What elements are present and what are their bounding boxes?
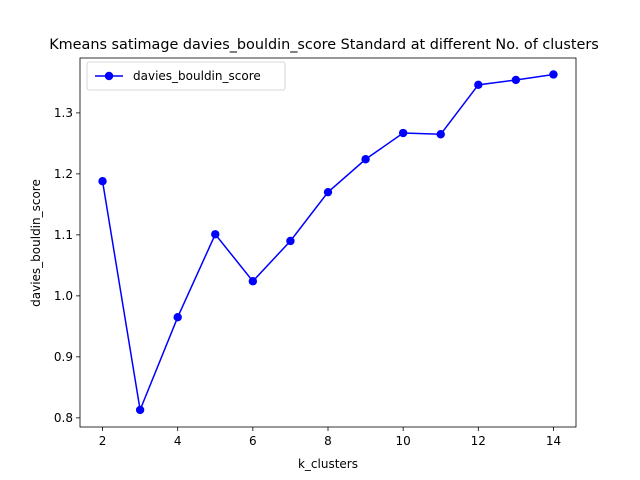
chart-title: Kmeans satimage davies_bouldin_score Sta… (49, 37, 599, 53)
y-tick-label: 0.9 (54, 350, 73, 364)
data-point (361, 155, 370, 164)
x-tick-label: 10 (396, 434, 411, 448)
data-point (98, 177, 107, 186)
y-tick-label: 1.1 (54, 228, 73, 242)
series-line (101, 73, 554, 413)
x-tick-label: 8 (324, 434, 332, 448)
data-point (511, 75, 521, 85)
data-point (173, 313, 182, 322)
y-axis-label: davies_bouldin_score (29, 179, 43, 307)
x-tick-label: 2 (99, 434, 107, 448)
series-markers (98, 70, 558, 415)
axis-ticks: 2 4 6 8 10 12 14 0.8 0.9 1.0 1.1 1.2 1.3 (54, 106, 561, 448)
legend: davies_bouldin_score (86, 61, 286, 91)
y-tick-label: 1.2 (54, 167, 73, 181)
x-tick-label: 14 (546, 434, 561, 448)
legend-label: davies_bouldin_score (133, 69, 261, 83)
data-point (398, 128, 408, 138)
data-point (436, 130, 445, 139)
plot-area (98, 70, 558, 415)
data-point (474, 80, 483, 90)
x-tick-label: 12 (471, 434, 486, 448)
legend-marker-swatch (104, 71, 114, 81)
x-tick-label: 4 (174, 434, 182, 448)
data-point (135, 405, 145, 415)
data-point (248, 277, 258, 286)
data-point (211, 230, 220, 239)
axes-frame (79, 57, 577, 428)
legend-box (86, 61, 286, 91)
x-axis-label: k_clusters (298, 457, 358, 471)
y-tick-label: 0.8 (54, 411, 73, 425)
x-tick-label: 6 (249, 434, 257, 448)
data-point (549, 70, 558, 79)
data-point (286, 236, 295, 246)
y-tick-label: 1.0 (54, 289, 73, 303)
data-point (323, 187, 333, 197)
y-tick-label: 1.3 (54, 106, 73, 120)
